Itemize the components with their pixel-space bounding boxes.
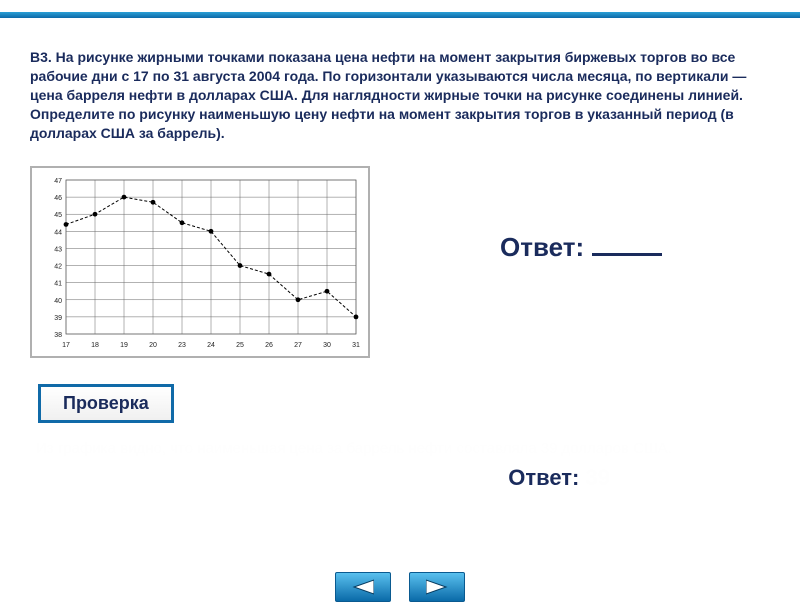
oil-price-chart: 38 39 40 41 42 43 44 45 46 47 17 18 19 20 23 24 25 26 27 30… xyxy=(38,174,364,350)
svg-text:20: 20 xyxy=(149,342,157,349)
final-answer-value: 39 xyxy=(586,465,610,490)
svg-text:39: 39 xyxy=(54,315,62,322)
chart-container: 38 39 40 41 42 43 44 45 46 47 17 18 19 20 23 24 25 26 27 30… xyxy=(30,166,370,358)
final-answer: Ответ: 39 xyxy=(30,465,770,491)
svg-text:25: 25 xyxy=(236,342,244,349)
svg-text:24: 24 xyxy=(207,342,215,349)
question-text: B3. На рисунке жирными точками показана … xyxy=(30,48,770,142)
svg-text:18: 18 xyxy=(91,342,99,349)
next-button[interactable] xyxy=(409,572,465,602)
svg-text:26: 26 xyxy=(265,342,273,349)
hidden-explanation: Из графика видно, что наименьшая цена за… xyxy=(30,439,770,459)
answer-label: Ответ: xyxy=(500,232,584,262)
svg-text:46: 46 xyxy=(54,196,62,203)
svg-text:30: 30 xyxy=(323,342,331,349)
svg-text:47: 47 xyxy=(54,178,62,185)
check-button-label: Проверка xyxy=(63,393,149,413)
arrow-right-icon xyxy=(426,578,448,596)
check-button[interactable]: Проверка xyxy=(38,384,174,423)
svg-text:19: 19 xyxy=(120,342,128,349)
svg-text:45: 45 xyxy=(54,213,62,220)
svg-text:31: 31 xyxy=(352,342,360,349)
svg-text:23: 23 xyxy=(178,342,186,349)
prev-button[interactable] xyxy=(335,572,391,602)
svg-text:42: 42 xyxy=(54,264,62,271)
svg-text:43: 43 xyxy=(54,247,62,254)
svg-text:27: 27 xyxy=(294,342,302,349)
final-answer-label: Ответ: xyxy=(508,465,579,490)
arrow-left-icon xyxy=(352,578,374,596)
content-area: B3. На рисунке жирными точками показана … xyxy=(0,18,800,491)
answer-blank-line xyxy=(592,253,662,256)
nav-buttons xyxy=(335,572,465,602)
answer-blank: Ответ: xyxy=(500,232,662,263)
svg-text:38: 38 xyxy=(54,332,62,339)
svg-text:44: 44 xyxy=(54,230,62,237)
chart-answer-row: 38 39 40 41 42 43 44 45 46 47 17 18 19 20 23 24 25 26 27 30… xyxy=(30,166,770,358)
svg-text:41: 41 xyxy=(54,281,62,288)
svg-text:40: 40 xyxy=(54,298,62,305)
svg-text:17: 17 xyxy=(62,342,70,349)
